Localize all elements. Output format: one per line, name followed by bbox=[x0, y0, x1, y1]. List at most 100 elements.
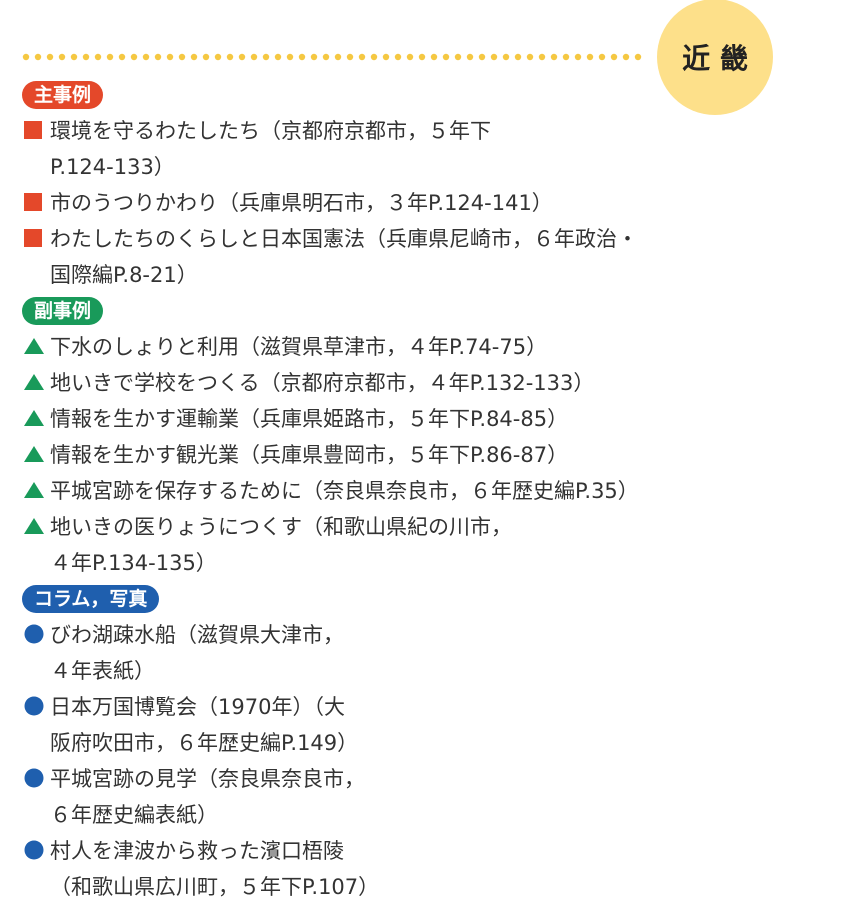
section-label: コラム，写真 bbox=[22, 585, 160, 613]
bullet-shape bbox=[24, 840, 44, 860]
bullet-shape bbox=[24, 374, 44, 390]
dot bbox=[370, 53, 378, 61]
dot bbox=[610, 53, 618, 61]
item-text: 下水のしょりと利用（滋賀県草津市，４年P.74-75） bbox=[50, 335, 548, 359]
bullet bbox=[24, 517, 44, 539]
bullet bbox=[24, 445, 44, 467]
bullet-shape bbox=[24, 768, 44, 788]
bullet-shape bbox=[24, 121, 42, 139]
dot bbox=[298, 53, 306, 61]
dot bbox=[574, 53, 582, 61]
bullet-shape bbox=[24, 446, 44, 462]
bullet-shape bbox=[24, 229, 42, 247]
item-text: 情報を生かす運輸業（兵庫県姫路市，５年下P.84-85） bbox=[50, 407, 569, 431]
dot bbox=[214, 53, 222, 61]
bullet bbox=[24, 409, 44, 431]
bullet bbox=[24, 337, 44, 359]
bullet-shape bbox=[24, 338, 44, 354]
bullet-shape bbox=[24, 624, 44, 644]
item-text: 環境を守るわたしたち（京都府京都市，５年下 bbox=[50, 119, 491, 143]
bullet bbox=[24, 481, 44, 503]
item-text: 地いきの医りょうにつくす（和歌山県紀の川市， bbox=[50, 515, 512, 539]
bullet-shape bbox=[24, 518, 44, 534]
item-text: 日本万国博覧会（1970年）（大 bbox=[50, 695, 345, 719]
bullet-shape bbox=[24, 446, 44, 462]
dot bbox=[70, 53, 78, 61]
bullet-shape bbox=[24, 482, 44, 498]
item-text: 市のうつりかわり（兵庫県明石市，３年P.124-141） bbox=[50, 191, 553, 215]
dot bbox=[274, 53, 282, 61]
bullet bbox=[24, 840, 44, 864]
dot bbox=[394, 53, 402, 61]
dot bbox=[550, 53, 558, 61]
item-text: 平城宮跡の見学（奈良県奈良市， bbox=[50, 767, 365, 791]
dot bbox=[526, 53, 534, 61]
bullet bbox=[24, 768, 44, 792]
item-text: 阪府吹田市，６年歴史編P.149） bbox=[50, 731, 359, 755]
dot bbox=[22, 53, 30, 61]
bullet-shape bbox=[24, 410, 44, 426]
dot bbox=[94, 53, 102, 61]
bullet-shape bbox=[24, 410, 44, 426]
dot bbox=[622, 53, 630, 61]
dot bbox=[82, 53, 90, 61]
dot bbox=[118, 53, 126, 61]
dot bbox=[226, 53, 234, 61]
item-text: びわ湖疎水船（滋賀県大津市， bbox=[50, 623, 344, 647]
bullet bbox=[24, 193, 42, 215]
dot bbox=[286, 53, 294, 61]
bullet-shape bbox=[24, 840, 44, 860]
dot bbox=[586, 53, 594, 61]
item-text: わたしたちのくらしと日本国憲法（兵庫県尼崎市，６年政治・ bbox=[50, 227, 638, 251]
item-text: ４年P.134-135） bbox=[50, 551, 217, 575]
dot bbox=[106, 53, 114, 61]
item-text: 情報を生かす観光業（兵庫県豊岡市，５年下P.86-87） bbox=[50, 443, 569, 467]
bullet-shape bbox=[24, 193, 42, 211]
bullet-shape bbox=[24, 696, 44, 716]
dot bbox=[346, 53, 354, 61]
dot bbox=[34, 53, 42, 61]
bullet-shape bbox=[24, 229, 42, 247]
dot bbox=[178, 53, 186, 61]
bullet-shape bbox=[24, 696, 44, 716]
item-text: ４年表紙） bbox=[50, 659, 155, 683]
dot bbox=[262, 53, 270, 61]
dot bbox=[514, 53, 522, 61]
dot bbox=[322, 53, 330, 61]
dot bbox=[46, 53, 54, 61]
title: 近 畿 bbox=[682, 42, 748, 75]
item-text: 村人を津波から救った濱口梧陵 bbox=[50, 839, 344, 863]
dot bbox=[238, 53, 246, 61]
item-text: 国際編P.8-21） bbox=[50, 263, 198, 287]
dot bbox=[166, 53, 174, 61]
dot bbox=[418, 53, 426, 61]
item-text: （和歌山県広川町，５年下P.107） bbox=[50, 875, 380, 899]
dot bbox=[190, 53, 198, 61]
bullet-shape bbox=[24, 624, 44, 644]
bullet-shape bbox=[24, 768, 44, 788]
dot bbox=[634, 53, 642, 61]
dot bbox=[358, 53, 366, 61]
dot bbox=[430, 53, 438, 61]
bullet-shape bbox=[24, 121, 42, 139]
bullet-shape bbox=[24, 374, 44, 390]
dot bbox=[502, 53, 510, 61]
item-text: 地いきで学校をつくる（京都府京都市，４年P.132-133） bbox=[50, 371, 595, 395]
title-badge bbox=[657, 0, 773, 115]
dot bbox=[202, 53, 210, 61]
section-label: 副事例 bbox=[22, 297, 104, 325]
dot bbox=[478, 53, 486, 61]
bullet bbox=[24, 696, 44, 720]
item-text: P.124-133） bbox=[50, 155, 175, 179]
bullet-shape bbox=[24, 518, 44, 534]
dot bbox=[598, 53, 606, 61]
dot bbox=[142, 53, 150, 61]
bullet bbox=[24, 121, 42, 143]
dot bbox=[250, 53, 258, 61]
dot bbox=[562, 53, 570, 61]
dot bbox=[406, 53, 414, 61]
dot bbox=[466, 53, 474, 61]
bullet bbox=[24, 373, 44, 395]
dot bbox=[454, 53, 462, 61]
